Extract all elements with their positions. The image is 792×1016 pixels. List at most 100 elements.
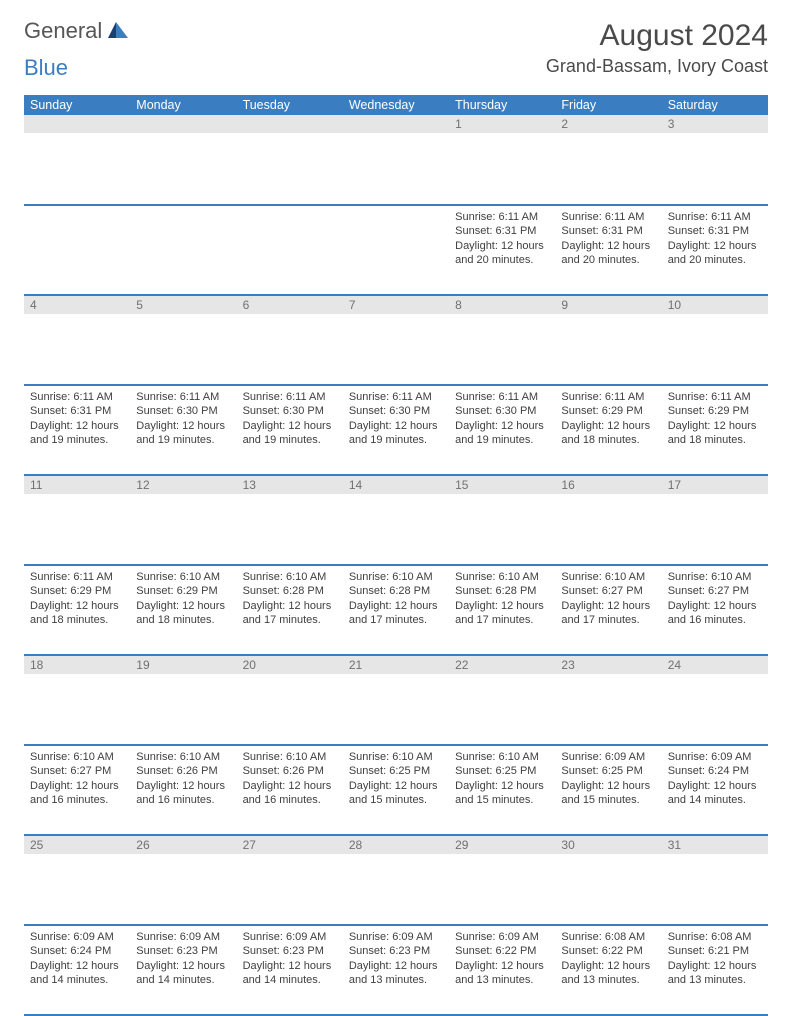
sunrise-line: Sunrise: 6:11 AM [668,210,762,224]
day-cell: Sunrise: 6:11 AMSunset: 6:30 PMDaylight:… [237,385,343,475]
day-details: Sunrise: 6:11 AMSunset: 6:31 PMDaylight:… [662,206,768,273]
day-details: Sunrise: 6:09 AMSunset: 6:25 PMDaylight:… [555,746,661,813]
daylight-line: Daylight: 12 hours and 17 minutes. [455,599,549,628]
day-number: 22 [449,656,555,674]
week-row: Sunrise: 6:11 AMSunset: 6:31 PMDaylight:… [24,385,768,475]
sunset-line: Sunset: 6:23 PM [349,944,443,958]
day-number-cell: 2 [555,115,661,205]
sunrise-line: Sunrise: 6:09 AM [136,930,230,944]
sunset-line: Sunset: 6:28 PM [243,584,337,598]
sunset-line: Sunset: 6:24 PM [668,764,762,778]
sunset-line: Sunset: 6:28 PM [455,584,549,598]
daylight-line: Daylight: 12 hours and 14 minutes. [136,959,230,988]
day-number: 17 [662,476,768,494]
weekday-header: Thursday [449,95,555,115]
day-number-cell: 10 [662,295,768,385]
sunset-line: Sunset: 6:30 PM [349,404,443,418]
sunset-line: Sunset: 6:30 PM [136,404,230,418]
day-details: Sunrise: 6:10 AMSunset: 6:28 PMDaylight:… [343,566,449,633]
day-cell: Sunrise: 6:10 AMSunset: 6:27 PMDaylight:… [24,745,130,835]
day-number: 7 [343,296,449,314]
day-number-cell: 24 [662,655,768,745]
sunrise-line: Sunrise: 6:08 AM [668,930,762,944]
sunrise-line: Sunrise: 6:10 AM [136,570,230,584]
daylight-line: Daylight: 12 hours and 16 minutes. [30,779,124,808]
day-details: Sunrise: 6:11 AMSunset: 6:29 PMDaylight:… [555,386,661,453]
sunrise-line: Sunrise: 6:10 AM [455,570,549,584]
daylight-line: Daylight: 12 hours and 13 minutes. [349,959,443,988]
sunrise-line: Sunrise: 6:10 AM [136,750,230,764]
day-number-cell: 4 [24,295,130,385]
sunrise-line: Sunrise: 6:09 AM [30,930,124,944]
day-details: Sunrise: 6:10 AMSunset: 6:28 PMDaylight:… [237,566,343,633]
weekday-header-row: SundayMondayTuesdayWednesdayThursdayFrid… [24,95,768,115]
day-number: 8 [449,296,555,314]
day-cell: Sunrise: 6:11 AMSunset: 6:31 PMDaylight:… [555,205,661,295]
sunrise-line: Sunrise: 6:10 AM [349,750,443,764]
day-number-cell: 19 [130,655,236,745]
day-details: Sunrise: 6:10 AMSunset: 6:25 PMDaylight:… [343,746,449,813]
daylight-line: Daylight: 12 hours and 13 minutes. [668,959,762,988]
day-details: Sunrise: 6:09 AMSunset: 6:23 PMDaylight:… [343,926,449,993]
day-number-cell: 23 [555,655,661,745]
day-number-cell: 3 [662,115,768,205]
day-details: Sunrise: 6:11 AMSunset: 6:29 PMDaylight:… [662,386,768,453]
day-details: Sunrise: 6:11 AMSunset: 6:31 PMDaylight:… [449,206,555,273]
calendar-body: 123Sunrise: 6:11 AMSunset: 6:31 PMDaylig… [24,115,768,1015]
day-cell: Sunrise: 6:08 AMSunset: 6:21 PMDaylight:… [662,925,768,1015]
day-number-cell: 14 [343,475,449,565]
day-cell: Sunrise: 6:11 AMSunset: 6:31 PMDaylight:… [662,205,768,295]
day-number: 3 [662,115,768,133]
sunset-line: Sunset: 6:27 PM [30,764,124,778]
daylight-line: Daylight: 12 hours and 16 minutes. [668,599,762,628]
day-cell: Sunrise: 6:10 AMSunset: 6:26 PMDaylight:… [237,745,343,835]
day-number-cell: 9 [555,295,661,385]
sunrise-line: Sunrise: 6:11 AM [136,390,230,404]
day-details: Sunrise: 6:08 AMSunset: 6:21 PMDaylight:… [662,926,768,993]
day-number: 16 [555,476,661,494]
logo-text-blue: Blue [24,55,68,81]
day-number [237,115,343,133]
day-details: Sunrise: 6:11 AMSunset: 6:31 PMDaylight:… [555,206,661,273]
day-cell: Sunrise: 6:10 AMSunset: 6:28 PMDaylight:… [449,565,555,655]
day-number: 5 [130,296,236,314]
day-number: 4 [24,296,130,314]
day-number-cell: 7 [343,295,449,385]
sunset-line: Sunset: 6:30 PM [243,404,337,418]
day-number: 24 [662,656,768,674]
day-number-cell: 21 [343,655,449,745]
daylight-line: Daylight: 12 hours and 18 minutes. [30,599,124,628]
daylight-line: Daylight: 12 hours and 19 minutes. [455,419,549,448]
week-row: Sunrise: 6:11 AMSunset: 6:29 PMDaylight:… [24,565,768,655]
day-number-cell: 6 [237,295,343,385]
sunset-line: Sunset: 6:26 PM [243,764,337,778]
sunset-line: Sunset: 6:25 PM [561,764,655,778]
day-details: Sunrise: 6:09 AMSunset: 6:22 PMDaylight:… [449,926,555,993]
daylight-line: Daylight: 12 hours and 18 minutes. [136,599,230,628]
day-details: Sunrise: 6:10 AMSunset: 6:29 PMDaylight:… [130,566,236,633]
day-number-cell [237,115,343,205]
daylight-line: Daylight: 12 hours and 20 minutes. [561,239,655,268]
day-number: 20 [237,656,343,674]
day-number: 23 [555,656,661,674]
daylight-line: Daylight: 12 hours and 15 minutes. [561,779,655,808]
sunrise-line: Sunrise: 6:08 AM [561,930,655,944]
day-cell: Sunrise: 6:10 AMSunset: 6:28 PMDaylight:… [343,565,449,655]
daylight-line: Daylight: 12 hours and 19 minutes. [136,419,230,448]
day-cell: Sunrise: 6:11 AMSunset: 6:31 PMDaylight:… [24,385,130,475]
day-number-cell: 5 [130,295,236,385]
day-number: 21 [343,656,449,674]
daynum-row: 25262728293031 [24,835,768,925]
day-details: Sunrise: 6:09 AMSunset: 6:24 PMDaylight:… [24,926,130,993]
day-number-cell [24,115,130,205]
sunrise-line: Sunrise: 6:10 AM [561,570,655,584]
sunrise-line: Sunrise: 6:09 AM [243,930,337,944]
day-details: Sunrise: 6:10 AMSunset: 6:25 PMDaylight:… [449,746,555,813]
day-details: Sunrise: 6:11 AMSunset: 6:31 PMDaylight:… [24,386,130,453]
week-row: Sunrise: 6:09 AMSunset: 6:24 PMDaylight:… [24,925,768,1015]
sunrise-line: Sunrise: 6:10 AM [668,570,762,584]
day-number [24,115,130,133]
daylight-line: Daylight: 12 hours and 14 minutes. [668,779,762,808]
day-cell: Sunrise: 6:10 AMSunset: 6:27 PMDaylight:… [662,565,768,655]
day-details: Sunrise: 6:10 AMSunset: 6:27 PMDaylight:… [555,566,661,633]
